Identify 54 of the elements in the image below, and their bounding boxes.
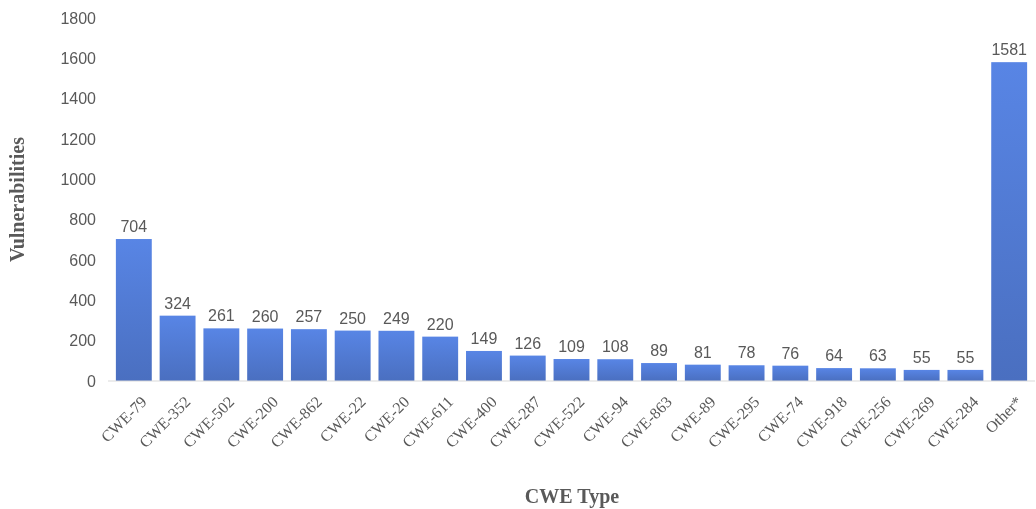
bar (728, 365, 765, 381)
data-label: 257 (295, 308, 323, 326)
data-label: 55 (956, 348, 975, 366)
data-label: 89 (650, 342, 669, 360)
data-label: 55 (912, 348, 931, 366)
bar (991, 62, 1028, 381)
bar (422, 336, 459, 381)
bar (378, 330, 415, 381)
bar (334, 330, 371, 381)
data-label: 109 (558, 338, 585, 356)
data-label: 1581 (991, 41, 1028, 59)
bar (290, 329, 327, 381)
bar (247, 328, 284, 381)
y-tick-label: 800 (69, 211, 97, 229)
bar (597, 359, 634, 381)
bar (772, 365, 809, 381)
data-label: 324 (164, 294, 192, 312)
data-label: 250 (339, 309, 367, 327)
data-label: 78 (737, 344, 756, 362)
y-tick-label: 0 (87, 372, 97, 390)
data-label: 108 (601, 338, 629, 356)
data-label: 260 (251, 307, 279, 325)
data-label: 261 (208, 307, 235, 325)
bar (684, 364, 721, 381)
bar (553, 359, 590, 381)
bar (816, 368, 853, 381)
data-label: 76 (781, 344, 800, 362)
bar (947, 369, 984, 381)
data-label: 249 (383, 309, 410, 327)
data-label: 64 (825, 347, 844, 365)
data-label: 149 (470, 329, 498, 347)
bar (159, 315, 196, 381)
y-tick-label: 1200 (60, 130, 97, 148)
y-tick-label: 1400 (60, 90, 97, 108)
data-label: 704 (120, 218, 148, 236)
y-axis-title: Vulnerabilities (6, 136, 28, 262)
bar (203, 328, 240, 381)
y-tick-label: 1800 (60, 9, 97, 27)
x-axis-title: CWE Type (524, 485, 620, 508)
data-label: 220 (426, 315, 454, 333)
bar (859, 368, 896, 381)
data-label: 63 (868, 347, 887, 365)
data-label: 81 (693, 343, 712, 361)
y-tick-label: 600 (69, 251, 97, 269)
bar (641, 363, 677, 381)
bar (115, 239, 152, 381)
bar (903, 369, 940, 381)
y-tick-label: 200 (69, 332, 97, 350)
data-label: 126 (514, 334, 542, 352)
bar (466, 350, 502, 381)
y-tick-label: 1000 (60, 170, 97, 188)
bar (509, 355, 546, 381)
y-tick-label: 400 (69, 291, 97, 309)
y-tick-label: 1600 (60, 49, 97, 67)
